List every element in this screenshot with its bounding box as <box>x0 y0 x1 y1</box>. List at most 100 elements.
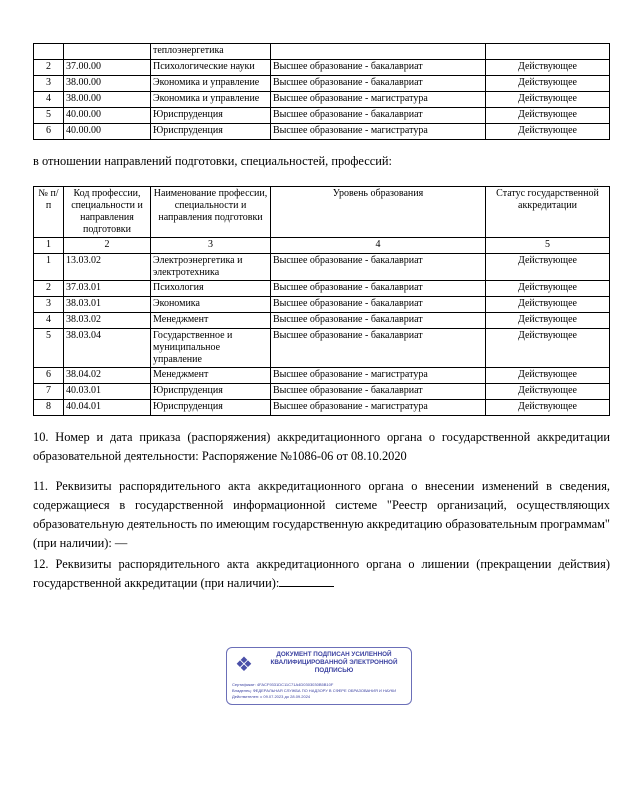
cell-code: 38.03.02 <box>63 312 151 329</box>
cell-name: Экономика и управление <box>150 91 271 108</box>
stamp-validity: Действителен: с 09.07.2023 до 28.09.2024 <box>232 694 311 699</box>
item-12-text: 12. Реквизиты распорядительного акта акк… <box>33 557 610 590</box>
cell-level: Высшее образование - магистратура <box>270 367 486 384</box>
column-number-row: 1 2 3 4 5 <box>33 237 610 254</box>
header-status: Статус государственной аккредитации <box>485 186 610 238</box>
cell-code: 40.00.00 <box>63 123 151 140</box>
cell-status: Действующее <box>485 328 610 368</box>
cell-level: Высшее образование - бакалавриат <box>270 59 486 76</box>
table-row: 4 38.00.00 Экономика и управление Высшее об… <box>33 91 610 108</box>
cell-level: Высшее образование - магистратура <box>270 123 486 140</box>
coat-of-arms-icon: ❖ <box>235 654 253 676</box>
cell-status: Действующее <box>485 107 610 124</box>
table-row: 1 13.03.02 Электроэнергетика и электротехн… <box>33 253 610 281</box>
stamp-owner: Владелец: ФЕДЕРАЛЬНАЯ СЛУЖБА ПО НАДЗОРУ … <box>232 688 397 693</box>
table-row: 5 40.00.00 Юриспруденция Высшее образование… <box>33 107 610 124</box>
cell-name: Юриспруденция <box>150 383 271 400</box>
col-num-2: 2 <box>63 237 151 254</box>
cell-row-number: 6 <box>33 367 64 384</box>
cell-level: Высшее образование - магистратура <box>270 91 486 108</box>
table-row: 6 38.04.02 Менеджмент Высшее образование - … <box>33 367 610 384</box>
cell-status: Действующее <box>485 383 610 400</box>
cell-level: Высшее образование - бакалавриат <box>270 312 486 329</box>
cell-level: Высшее образование - бакалавриат <box>270 75 486 92</box>
cell-row-number: 4 <box>33 312 64 329</box>
item-12: 12. Реквизиты распорядительного акта акк… <box>33 555 610 593</box>
cell-name: Менеджмент <box>150 312 271 329</box>
header-level: Уровень образования <box>270 186 486 238</box>
cell-row-number: 7 <box>33 383 64 400</box>
cell-code: 40.00.00 <box>63 107 151 124</box>
stamp-title: ДОКУМЕНТ ПОДПИСАН УСИЛЕННОЙ КВАЛИФИЦИРОВ… <box>270 651 398 674</box>
table-row: 2 37.03.01 Психология Высшее образование - … <box>33 280 610 297</box>
directions-intro: в отношении направлений подготовки, спец… <box>33 154 392 168</box>
cell-code: 37.00.00 <box>63 59 151 76</box>
cell-row-number: 8 <box>33 399 64 416</box>
cell-status: Действующее <box>485 367 610 384</box>
cell-code: 38.03.01 <box>63 296 151 313</box>
table-row: 8 40.04.01 Юриспруденция Высшее образование… <box>33 399 610 416</box>
cell-row-number: 6 <box>33 123 64 140</box>
cell-status: Действующее <box>485 59 610 76</box>
stamp-certificate: Сертификат: 4FACF9331DC11C71A4D0303030B5… <box>232 682 334 687</box>
cell-status: Действующее <box>485 296 610 313</box>
cell-row-number: 3 <box>33 296 64 313</box>
cell-status: Действующее <box>485 253 610 281</box>
cell-name: Юриспруденция <box>150 399 271 416</box>
table-row: 3 38.00.00 Экономика и управление Высшее об… <box>33 75 610 92</box>
cell-name: Экономика <box>150 296 271 313</box>
cell-code: 40.04.01 <box>63 399 151 416</box>
item-10: 10. Номер и дата приказа (распоряжения) … <box>33 430 610 463</box>
col-num-5: 5 <box>485 237 610 254</box>
cell-status: Действующее <box>485 312 610 329</box>
cell-name: Электроэнергетика и электротехника <box>150 253 271 281</box>
cell-level <box>270 43 486 60</box>
cell-level: Высшее образование - бакалавриат <box>270 383 486 400</box>
header-name: Наименование профессии, специальности и … <box>150 186 271 238</box>
header-code: Код профессии, специальности и направлен… <box>63 186 151 238</box>
table-row: 3 38.03.01 Экономика Высшее образование - б… <box>33 296 610 313</box>
cell-code: 13.03.02 <box>63 253 151 281</box>
cell-code <box>63 43 151 60</box>
header-number: № п/п <box>33 186 64 238</box>
cell-name: Психологические науки <box>150 59 271 76</box>
cell-status: Действующее <box>485 399 610 416</box>
cell-code: 37.03.01 <box>63 280 151 297</box>
cell-row-number: 2 <box>33 280 64 297</box>
directions-table: № п/п Код профессии, специальности и нап… <box>33 186 610 416</box>
cell-status: Действующее <box>485 91 610 108</box>
cell-row-number: 4 <box>33 91 64 108</box>
cell-status: Действующее <box>485 123 610 140</box>
col-num-1: 1 <box>33 237 64 254</box>
cell-level: Высшее образование - бакалавриат <box>270 107 486 124</box>
table-row: 7 40.03.01 Юриспруденция Высшее образование… <box>33 383 610 400</box>
cell-name: Экономика и управление <box>150 75 271 92</box>
cell-row-number: 5 <box>33 107 64 124</box>
cell-name: Юриспруденция <box>150 107 271 124</box>
cell-code: 38.04.02 <box>63 367 151 384</box>
header-row: № п/п Код профессии, специальности и нап… <box>33 186 610 238</box>
cell-name: Государственное и муниципальное управлен… <box>150 328 271 368</box>
col-num-3: 3 <box>150 237 271 254</box>
table-row: 6 40.00.00 Юриспруденция Высшее образование… <box>33 123 610 140</box>
e-signature-stamp: ❖ ДОКУМЕНТ ПОДПИСАН УСИЛЕННОЙ КВАЛИФИЦИР… <box>226 647 412 705</box>
cell-name: Психология <box>150 280 271 297</box>
cell-code: 38.00.00 <box>63 75 151 92</box>
cell-name: теплоэнергетика <box>150 43 271 60</box>
table-row: 4 38.03.02 Менеджмент Высшее образование - … <box>33 312 610 329</box>
table-row: 5 38.03.04 Государственное и муниципальное… <box>33 328 610 368</box>
cell-level: Высшее образование - бакалавриат <box>270 328 486 368</box>
cell-row-number: 1 <box>33 253 64 281</box>
cell-status: Действующее <box>485 280 610 297</box>
blank-line <box>279 574 335 587</box>
cell-level: Высшее образование - бакалавриат <box>270 280 486 297</box>
table-row: 2 37.00.00 Психологические науки Высшее обр… <box>33 59 610 76</box>
cell-row-number: 5 <box>33 328 64 368</box>
cell-level: Высшее образование - бакалавриат <box>270 296 486 313</box>
cell-status: Действующее <box>485 75 610 92</box>
item-11: 11. Реквизиты распорядительного акта акк… <box>33 479 610 550</box>
cell-name: Юриспруденция <box>150 123 271 140</box>
col-num-4: 4 <box>270 237 486 254</box>
table-row: теплоэнергетика <box>33 43 610 60</box>
cell-row-number <box>33 43 64 60</box>
